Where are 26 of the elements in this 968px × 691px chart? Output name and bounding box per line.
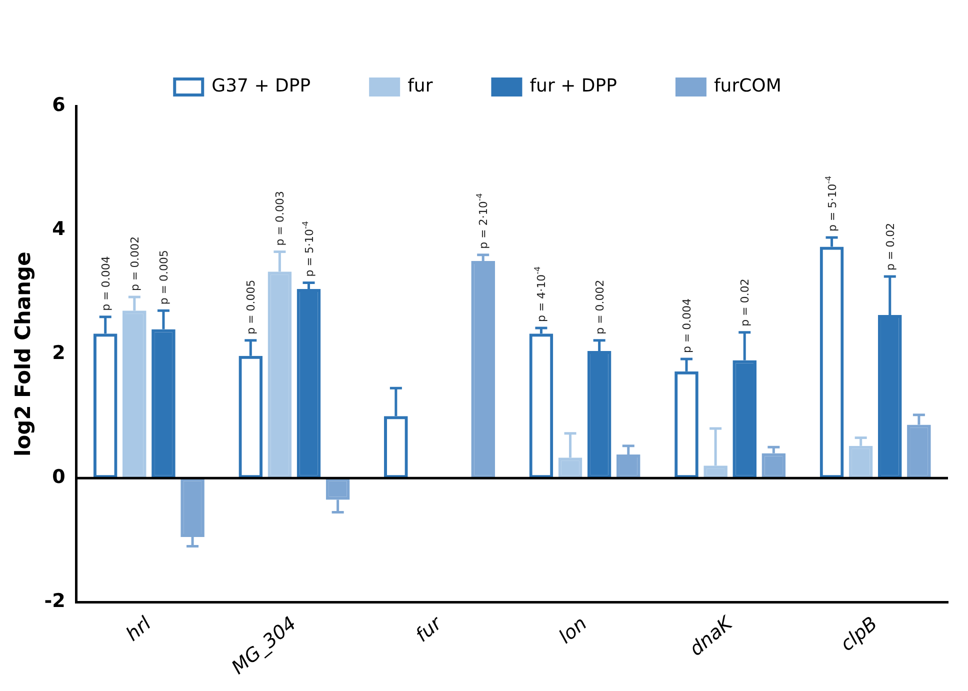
annotation: p = 5·10-4 xyxy=(300,221,316,277)
legend-label: G37 + DPP xyxy=(212,76,311,97)
legend-label: furCOM xyxy=(714,76,782,97)
annotation: p = 0.002 xyxy=(593,280,606,334)
annotation: p = 0.004 xyxy=(99,256,112,311)
annotation: p = 0.005 xyxy=(157,250,170,305)
legend-label: fur xyxy=(408,76,434,97)
annotation: p = 0.004 xyxy=(680,298,694,354)
annotation: p = 0.02 xyxy=(884,222,897,271)
annotation: p = 5·10-4 xyxy=(824,176,839,232)
y-tick-label: 6 xyxy=(52,94,66,116)
annotation: p = 0.005 xyxy=(244,280,258,334)
x-tick-label: fur xyxy=(411,612,447,647)
annotation: p = 0.003 xyxy=(274,191,287,246)
annotation: p = 2·10-4 xyxy=(475,193,490,249)
annotation: p = 4·10-4 xyxy=(533,266,548,322)
x-tick-label: lon xyxy=(554,612,592,648)
y-tick-label: -2 xyxy=(44,590,66,612)
annotation: p = 0.002 xyxy=(128,236,142,292)
x-tick-label: hrl xyxy=(122,612,156,646)
y-tick-label: 0 xyxy=(52,466,66,488)
annotation: p = 0.02 xyxy=(738,278,752,326)
y-tick-label: 2 xyxy=(52,342,66,364)
legend-label: fur + DPP xyxy=(530,76,618,97)
y-tick-label: 4 xyxy=(52,218,66,240)
y-axis-title: log2 Fold Change xyxy=(11,252,36,456)
